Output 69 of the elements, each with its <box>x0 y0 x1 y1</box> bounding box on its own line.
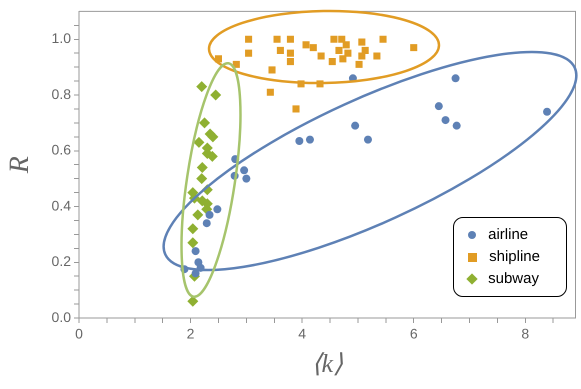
point <box>292 105 300 112</box>
point <box>335 46 342 54</box>
point <box>330 36 338 43</box>
x-tick-label: 2 <box>186 325 195 342</box>
point <box>356 60 363 68</box>
point <box>268 66 276 74</box>
point <box>328 58 336 66</box>
point <box>286 58 294 66</box>
point <box>358 52 366 60</box>
y-tick-label: 1.0 <box>52 30 72 46</box>
point <box>306 136 314 144</box>
point <box>276 46 284 54</box>
y-tick-label: 0.4 <box>52 197 72 214</box>
point <box>245 36 252 43</box>
point <box>373 52 380 60</box>
point <box>196 162 208 173</box>
x-tick-label: 6 <box>410 325 418 342</box>
point <box>310 44 317 52</box>
point <box>187 223 198 234</box>
point <box>274 36 281 43</box>
point <box>302 41 310 48</box>
point <box>295 137 304 146</box>
point <box>192 209 204 220</box>
y-tick-label: 0.8 <box>52 86 72 102</box>
point <box>286 50 294 57</box>
point <box>199 117 210 128</box>
point <box>452 74 460 82</box>
point <box>342 41 350 48</box>
point <box>318 52 325 60</box>
legend-label: airline <box>488 226 528 243</box>
y-tick-label: 0.2 <box>52 253 72 270</box>
point <box>210 90 222 101</box>
point <box>202 219 211 228</box>
point <box>266 88 274 96</box>
point <box>196 81 208 92</box>
point <box>242 174 250 183</box>
x-tick-label: 4 <box>298 325 306 342</box>
point <box>187 296 198 307</box>
y-axis-title: R <box>4 156 36 174</box>
point <box>206 150 218 162</box>
point <box>364 136 372 144</box>
legend-label: subway <box>488 270 539 287</box>
y-tick-label: 0.0 <box>52 308 72 325</box>
point <box>187 237 198 248</box>
point <box>286 36 294 43</box>
x-tick-label: 0 <box>75 325 84 342</box>
point <box>193 136 204 148</box>
point <box>207 131 218 142</box>
point <box>442 116 450 124</box>
legend-label: shipline <box>489 248 540 265</box>
point <box>192 247 200 256</box>
x-tick-label: 8 <box>521 325 530 342</box>
point <box>213 205 222 214</box>
point <box>351 122 360 130</box>
point <box>452 122 461 130</box>
y-tick-label: 0.6 <box>52 142 72 158</box>
point <box>410 44 418 52</box>
x-axis-title: ⟨k⟩ <box>311 349 344 378</box>
point <box>434 102 443 110</box>
point <box>245 50 252 57</box>
point <box>196 173 208 184</box>
point <box>338 36 346 43</box>
point <box>240 166 248 174</box>
point <box>358 38 366 46</box>
point <box>344 50 352 57</box>
point <box>339 55 346 62</box>
point <box>380 36 387 43</box>
point <box>206 210 214 219</box>
point <box>543 108 552 116</box>
